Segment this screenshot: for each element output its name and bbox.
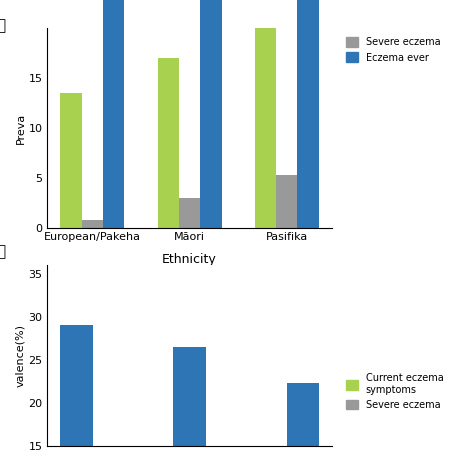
Bar	[103, 0, 125, 228]
Bar	[157, 58, 179, 228]
Bar	[286, 383, 319, 474]
Text: Ⓑ: Ⓑ	[0, 244, 5, 259]
X-axis label: Ethnicity: Ethnicity	[162, 254, 217, 266]
Bar	[255, 28, 276, 228]
Bar	[276, 175, 298, 228]
Bar	[201, 0, 222, 228]
Legend: Current eczema
symptoms, Severe eczema: Current eczema symptoms, Severe eczema	[342, 369, 447, 414]
Legend: Severe eczema, Eczema ever: Severe eczema, Eczema ever	[342, 33, 444, 66]
Bar	[60, 326, 93, 474]
Bar	[82, 219, 103, 228]
Bar	[298, 0, 319, 228]
Bar	[179, 198, 201, 228]
Bar	[173, 347, 206, 474]
Text: Ⓐ: Ⓐ	[0, 18, 5, 34]
Y-axis label: valence(%): valence(%)	[16, 324, 26, 387]
Bar	[60, 93, 82, 228]
Y-axis label: Preva: Preva	[16, 112, 26, 144]
